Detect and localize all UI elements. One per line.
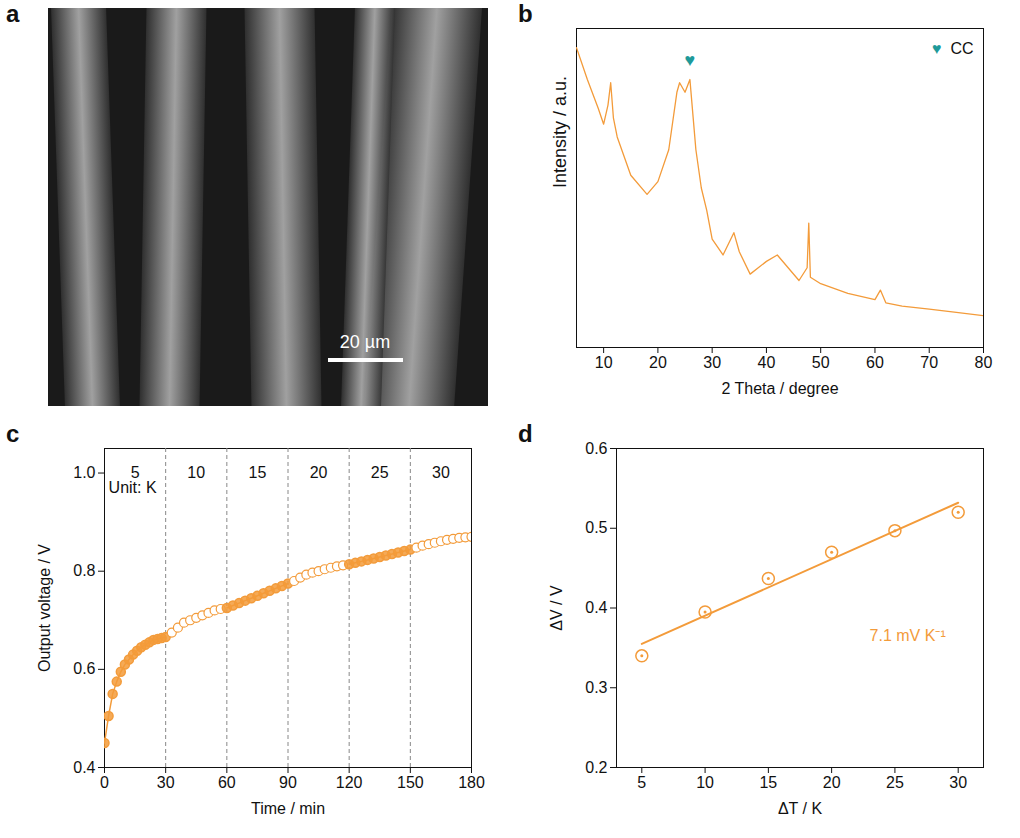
svg-text:0.4: 0.4	[585, 599, 607, 616]
html-text:c: c	[6, 420, 20, 447]
svg-text:0.5: 0.5	[585, 519, 607, 536]
svg-text:0.3: 0.3	[585, 679, 607, 696]
svg-text:30: 30	[949, 774, 967, 791]
svg-text:0.6: 0.6	[73, 660, 95, 677]
svg-text:Output voltage / V: Output voltage / V	[36, 544, 53, 672]
svg-text:60: 60	[218, 774, 236, 791]
svg-text:25: 25	[371, 464, 389, 481]
svg-text:15: 15	[759, 774, 777, 791]
svg-text:60: 60	[866, 354, 884, 371]
html-text:b: b	[518, 0, 533, 27]
svg-text:Intensity / a.u.: Intensity / a.u.	[550, 76, 570, 188]
svg-text:30: 30	[703, 354, 721, 371]
svg-text:70: 70	[920, 354, 938, 371]
svg-text:0.6: 0.6	[585, 440, 607, 457]
svg-text:10: 10	[696, 774, 714, 791]
svg-text:15: 15	[249, 464, 267, 481]
svg-text:Time / min: Time / min	[251, 800, 325, 817]
svg-text:20 µm: 20 µm	[340, 332, 390, 352]
svg-text:5: 5	[637, 774, 646, 791]
svg-text:0: 0	[100, 774, 109, 791]
svg-text:10: 10	[595, 354, 613, 371]
svg-text:CC: CC	[950, 40, 973, 57]
svg-text:90: 90	[279, 774, 297, 791]
svg-text:7.1 mV K⁻¹: 7.1 mV K⁻¹	[870, 627, 946, 644]
svg-text:120: 120	[336, 774, 363, 791]
svg-text:80: 80	[975, 354, 993, 371]
svg-text:Unit: K: Unit: K	[109, 479, 157, 496]
svg-text:1.0: 1.0	[73, 464, 95, 481]
svg-text:2 Theta / degree: 2 Theta / degree	[721, 380, 838, 397]
svg-text:0.2: 0.2	[585, 759, 607, 776]
svg-text:25: 25	[886, 774, 904, 791]
svg-text:150: 150	[397, 774, 424, 791]
html-text:a: a	[6, 0, 20, 27]
svg-text:0.8: 0.8	[73, 562, 95, 579]
svg-text:10: 10	[187, 464, 205, 481]
svg-text:ΔT / K: ΔT / K	[778, 800, 823, 817]
svg-text:5: 5	[130, 463, 140, 481]
svg-text:180: 180	[458, 774, 485, 791]
svg-text:30: 30	[432, 464, 450, 481]
svg-text:20: 20	[649, 354, 667, 371]
svg-text:30: 30	[157, 774, 175, 791]
svg-text:20: 20	[823, 774, 841, 791]
svg-text:20: 20	[310, 464, 328, 481]
svg-text:50: 50	[812, 354, 830, 371]
svg-text:ΔV / V: ΔV / V	[548, 585, 565, 631]
svg-text:40: 40	[758, 354, 776, 371]
svg-text:♥: ♥	[932, 40, 942, 57]
svg-text:♥: ♥	[685, 50, 696, 70]
html-text:d: d	[518, 420, 533, 447]
svg-text:0.4: 0.4	[73, 759, 95, 776]
